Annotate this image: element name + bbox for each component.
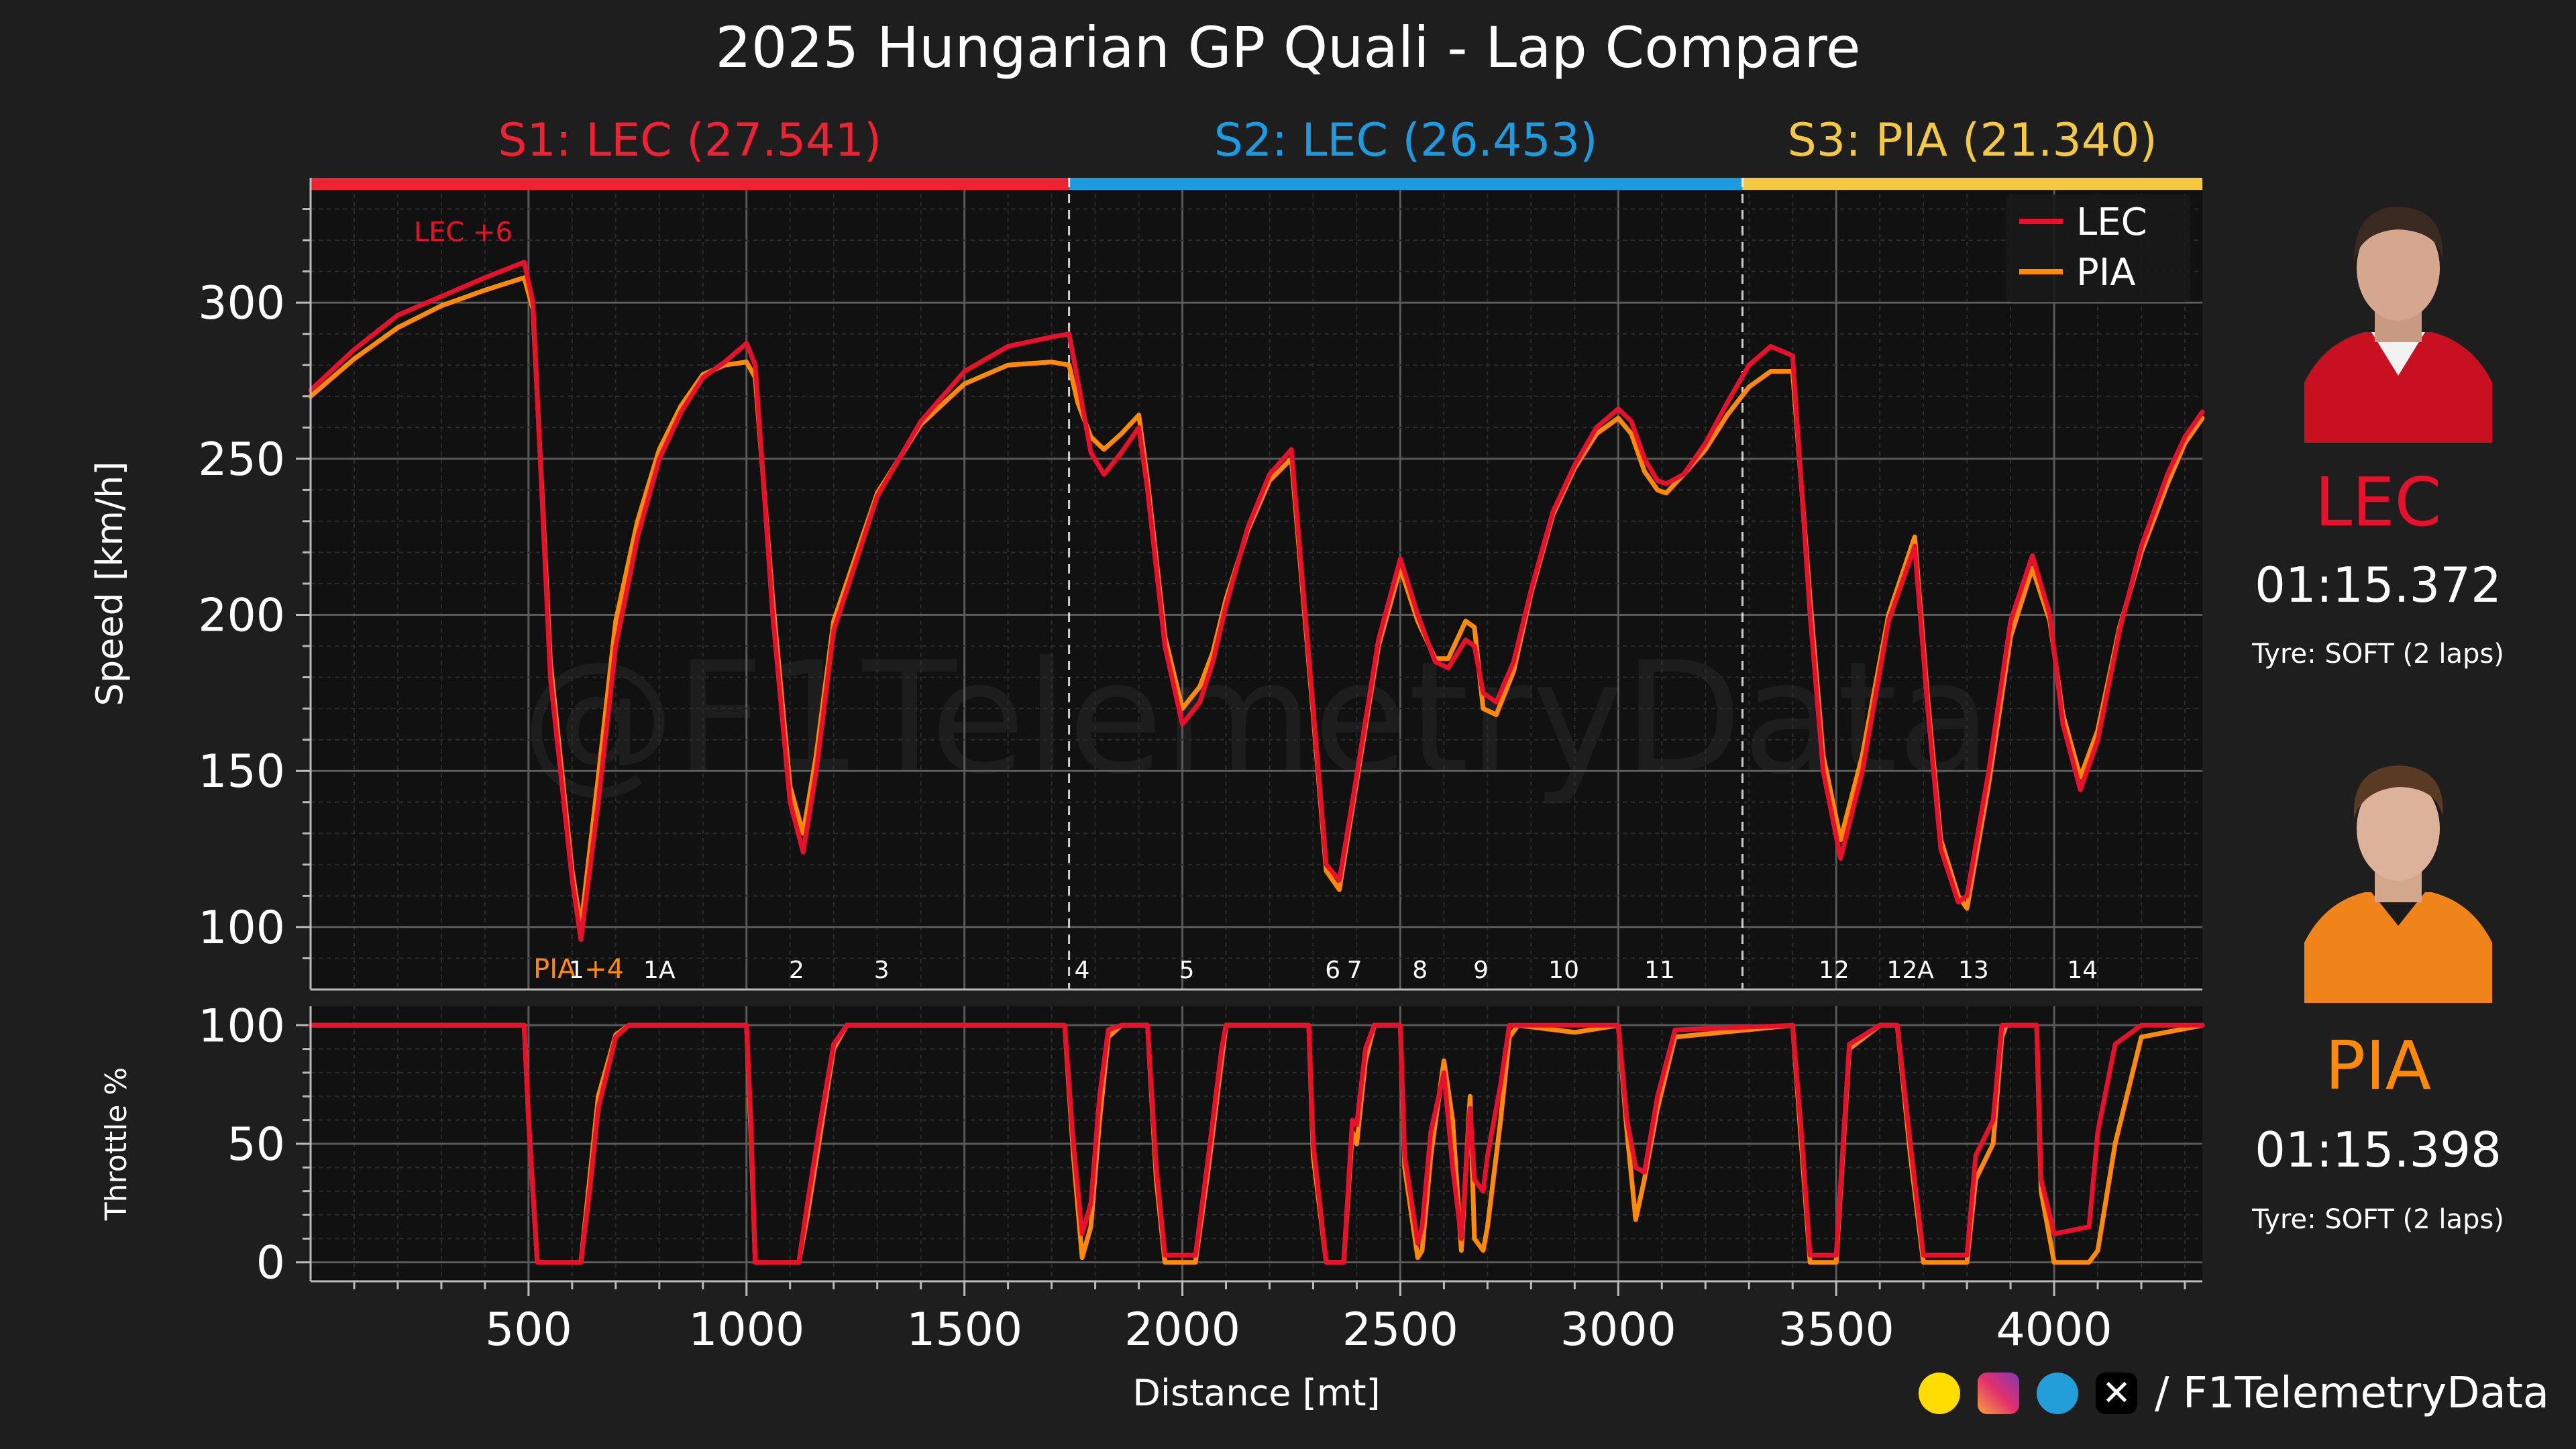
annotation-lec: LEC +6	[414, 217, 513, 248]
sector-label-3: S3: PIA (21.340)	[1788, 114, 2157, 167]
throttle-axis-label: Throttle %	[99, 1067, 133, 1221]
speed-tick-label-y: 300	[198, 277, 285, 330]
speed-tick-label-y: 250	[198, 433, 285, 486]
sector-bar-2	[1069, 178, 1743, 190]
sector-bar-1	[311, 178, 1069, 190]
corner-label: 13	[1958, 957, 1989, 984]
throttle-tick-label-y: 100	[198, 1000, 285, 1053]
footer-social: ✕ / F1TelemetryData	[1919, 1368, 2549, 1418]
legend-label-lec: LEC	[2076, 201, 2147, 244]
driver-photo-pia	[2304, 765, 2492, 1003]
legend: LEC PIA	[2006, 195, 2190, 302]
x-tick-label: 1000	[688, 1303, 804, 1356]
corner-label: 10	[1548, 957, 1579, 984]
x-tick-label: 1500	[906, 1303, 1022, 1356]
corner-label: 5	[1179, 957, 1195, 984]
corner-label: 3	[874, 957, 890, 984]
x-tick-label: 2500	[1342, 1303, 1458, 1356]
corner-label: 11	[1644, 957, 1675, 984]
corner-label: 12	[1819, 957, 1849, 984]
sector-bar-3	[1742, 178, 2202, 190]
x-tick-label: 3500	[1778, 1303, 1894, 1356]
driver-photo-lec	[2304, 207, 2492, 443]
sector-label-1: S1: LEC (27.541)	[498, 114, 881, 167]
throttle-tick-label-y: 50	[227, 1118, 285, 1171]
page-title: 2025 Hungarian GP Quali - Lap Compare	[715, 15, 1861, 80]
x-tick-label: 2000	[1124, 1303, 1240, 1356]
speed-tick-label-y: 100	[198, 902, 285, 955]
x-axis-label: Distance [mt]	[1132, 1372, 1380, 1414]
driver-tyre-pia: Tyre: SOFT (2 laps)	[2252, 1204, 2504, 1235]
legend-label-pia: PIA	[2076, 251, 2136, 294]
instagram-icon[interactable]	[1978, 1373, 2019, 1414]
driver-laptime-pia: 01:15.398	[2255, 1122, 2502, 1178]
corner-label: 1A	[643, 957, 676, 984]
driver-tyre-lec: Tyre: SOFT (2 laps)	[2252, 639, 2504, 669]
footer-handle: / F1TelemetryData	[2155, 1368, 2549, 1418]
corner-label: 1	[569, 957, 584, 984]
throttle-tick-label-y: 0	[256, 1237, 285, 1290]
x-tick-label: 3000	[1560, 1303, 1676, 1356]
corner-label: 12A	[1886, 957, 1934, 984]
speed-axis-label: Speed [km/h]	[89, 462, 131, 706]
corner-label: 8	[1412, 957, 1428, 984]
watermark: @F1TelemetryData	[521, 629, 1992, 808]
buymeacoffee-icon[interactable]	[1919, 1373, 1960, 1414]
telegram-icon[interactable]	[2037, 1373, 2078, 1414]
speed-line-lec	[308, 260, 2205, 942]
driver-code-lec: LEC	[2314, 463, 2442, 541]
driver-code-pia: PIA	[2324, 1026, 2432, 1105]
corner-label: 2	[789, 957, 804, 984]
speed-tick-label-y: 150	[198, 745, 285, 798]
corner-label: 9	[1473, 957, 1489, 984]
x-tick-label: 4000	[1996, 1303, 2112, 1356]
corner-label: 4	[1075, 957, 1090, 984]
x-icon[interactable]: ✕	[2096, 1373, 2137, 1414]
corner-label: 7	[1347, 957, 1362, 984]
sector-label-2: S2: LEC (26.453)	[1214, 114, 1598, 167]
x-tick-label: 500	[485, 1303, 572, 1356]
annotation-pia: PIA +4	[533, 954, 624, 985]
driver-laptime-lec: 01:15.372	[2255, 557, 2502, 613]
corner-label: 6	[1325, 957, 1340, 984]
speed-tick-label-y: 200	[198, 590, 285, 643]
corner-label: 14	[2067, 957, 2098, 984]
throttle-line-lec	[308, 1022, 2205, 1265]
